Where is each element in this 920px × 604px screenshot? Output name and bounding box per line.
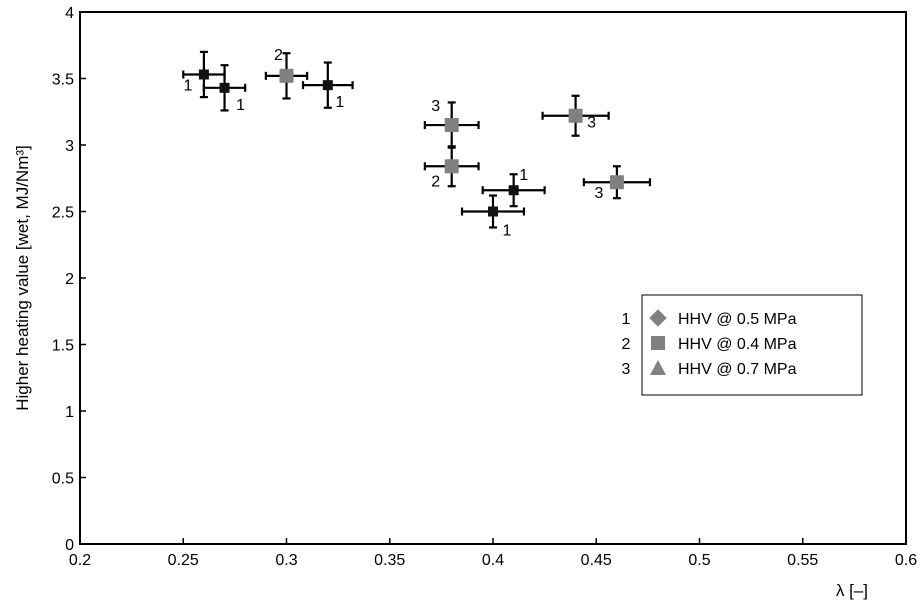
legend-label: HHV @ 0.5 MPa — [678, 311, 797, 328]
y-tick-label: 4 — [65, 5, 74, 22]
y-tick-label: 1.5 — [52, 338, 74, 355]
x-axis-label: λ [–] — [836, 581, 868, 600]
data-point — [279, 68, 294, 83]
point-label: 3 — [431, 98, 440, 115]
data-point — [568, 108, 583, 123]
x-tick-label: 0.4 — [482, 552, 504, 569]
data-point — [322, 80, 333, 91]
x-tick-label: 0.3 — [275, 552, 297, 569]
point-label: 1 — [519, 167, 528, 184]
x-axis: 0.2 0.25 0.3 0.35 0.4 0.45 0.5 0.55 0.6 — [69, 538, 917, 569]
y-axis: 0 0.5 1 1.5 2 2.5 3 3.5 4 — [52, 5, 86, 554]
legend-key: 1 — [622, 311, 631, 328]
data-point — [198, 69, 209, 80]
point-label: 1 — [236, 97, 245, 114]
data-point — [444, 159, 459, 174]
legend-key: 2 — [622, 336, 631, 353]
point-label: 1 — [503, 223, 512, 240]
x-tick-label: 0.2 — [69, 552, 91, 569]
point-label: 1 — [183, 78, 192, 95]
y-tick-label: 0.5 — [52, 471, 74, 488]
legend-label: HHV @ 0.4 MPa — [678, 336, 797, 353]
legend-key: 3 — [622, 361, 631, 378]
y-tick-label: 3 — [65, 138, 74, 155]
x-tick-label: 0.55 — [787, 552, 818, 569]
point-labels: 1 1 2 1 3 2 1 1 3 3 — [183, 47, 603, 240]
plot-area — [79, 11, 907, 545]
data-point — [508, 185, 519, 196]
y-tick-label: 2 — [65, 271, 74, 288]
y-tick-label: 0 — [65, 537, 74, 554]
data-point — [609, 175, 624, 190]
y-tick-label: 1 — [65, 404, 74, 421]
square-icon — [651, 336, 665, 350]
diamond-icon — [649, 309, 667, 327]
triangle-icon — [650, 360, 666, 375]
point-label: 2 — [431, 173, 440, 190]
y-tick-label: 2.5 — [52, 205, 74, 222]
legend: 1 HHV @ 0.5 MPa 2 HHV @ 0.4 MPa 3 HHV @ 0.7 M… — [622, 294, 863, 396]
x-tick-label: 0.6 — [895, 552, 917, 569]
x-tick-label: 0.45 — [581, 552, 612, 569]
point-label: 3 — [587, 115, 596, 132]
y-tick-label: 3.5 — [52, 72, 74, 89]
data-point — [444, 118, 459, 133]
markers — [198, 68, 624, 217]
legend-box — [641, 294, 863, 396]
point-label: 3 — [594, 185, 603, 202]
x-tick-label: 0.25 — [168, 552, 199, 569]
point-label: 2 — [274, 47, 283, 64]
point-label: 1 — [335, 94, 344, 111]
x-tick-label: 0.35 — [374, 552, 405, 569]
data-point — [488, 206, 498, 217]
y-axis-label: Higher heating value [wet, MJ/Nm³] — [13, 145, 32, 411]
x-tick-label: 0.5 — [688, 552, 710, 569]
data-point — [219, 82, 230, 93]
legend-label: HHV @ 0.7 MPa — [678, 361, 797, 378]
